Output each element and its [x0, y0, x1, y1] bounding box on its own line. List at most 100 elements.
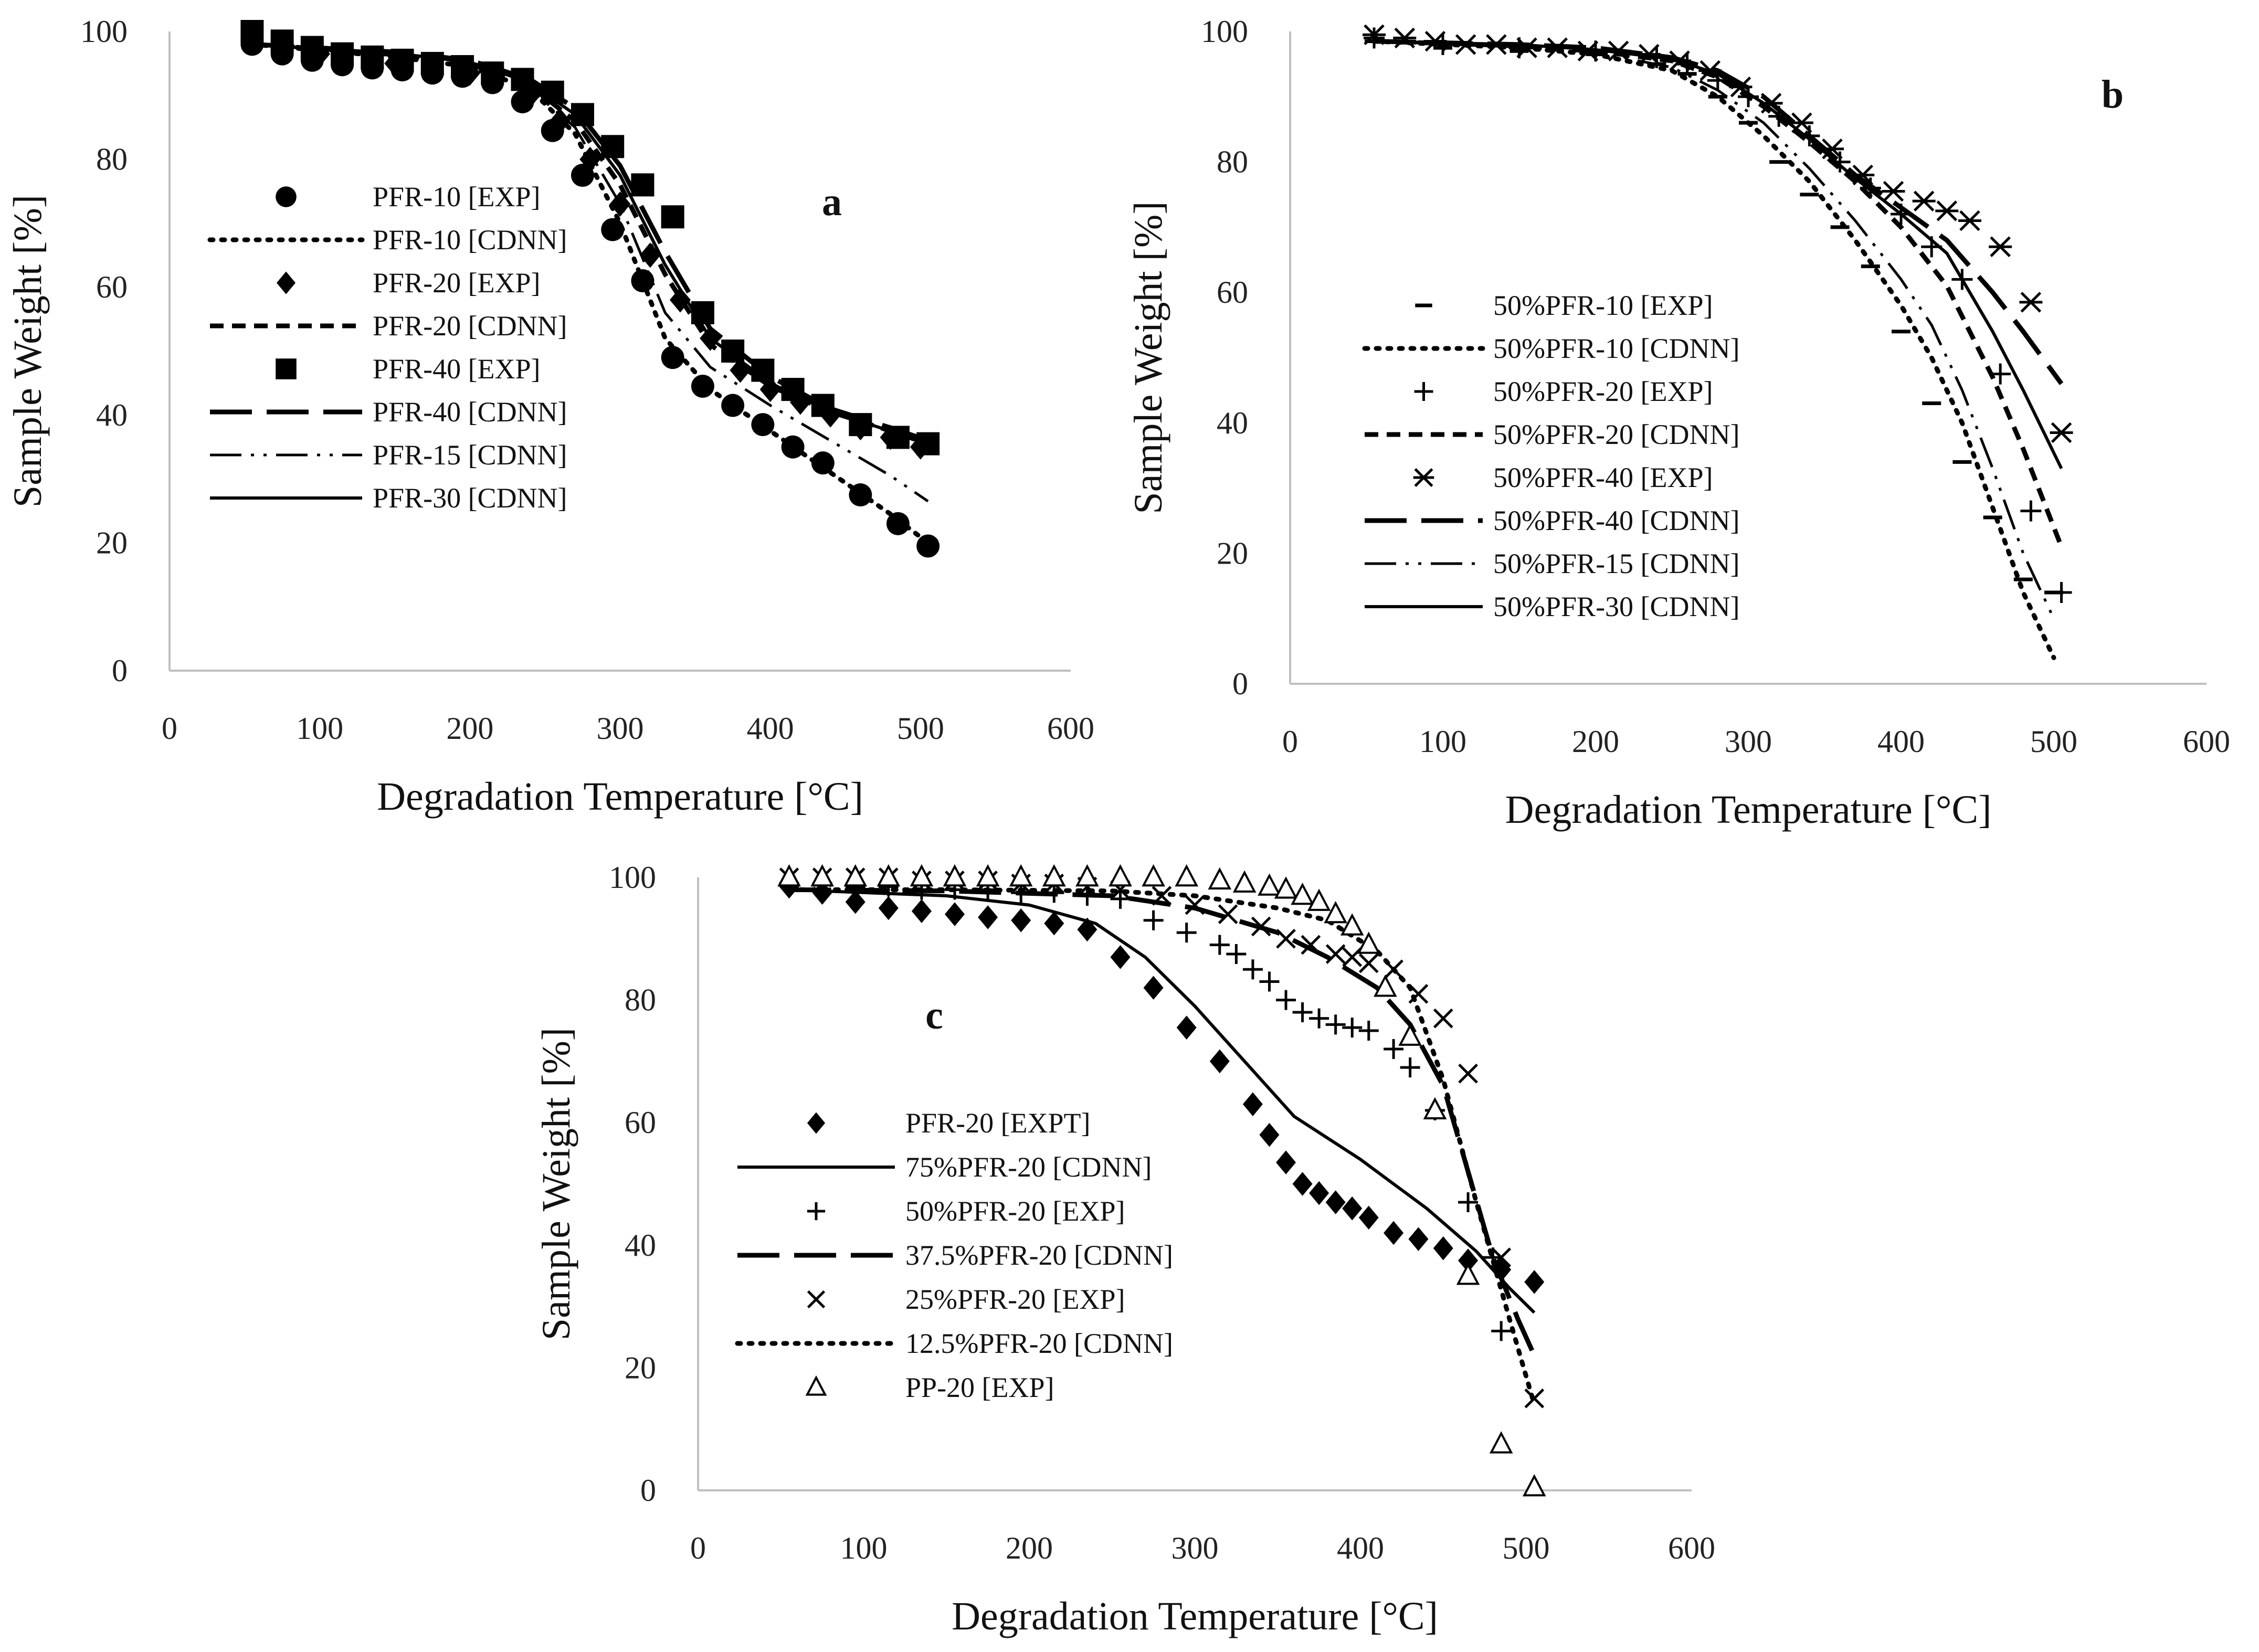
data-point	[916, 534, 940, 558]
data-point	[1729, 76, 1753, 98]
legend-label: PFR-30 [CDNN]	[373, 482, 567, 514]
legend-swatch	[1413, 468, 1434, 487]
y-tick-label: 100	[80, 14, 128, 49]
x-tick-label: 600	[1047, 711, 1094, 746]
data-point	[571, 103, 594, 126]
x-tick-label: 0	[690, 1531, 706, 1565]
data-point	[1423, 1097, 1447, 1120]
legend-label: 75%PFR-20 [CDNN]	[905, 1151, 1152, 1183]
data-point	[1393, 27, 1417, 49]
y-tick-label: 40	[96, 398, 128, 432]
data-point	[1324, 901, 1347, 924]
y-tick-label: 100	[609, 860, 656, 895]
data-point	[1454, 34, 1477, 55]
series-markers-2	[779, 873, 1512, 1341]
data-point	[1276, 990, 1296, 1010]
data-point	[1276, 1150, 1296, 1174]
data-point	[1668, 50, 1692, 71]
data-point	[1276, 928, 1296, 949]
data-point	[877, 864, 901, 887]
legend-label: PFR-10 [CDNN]	[373, 224, 567, 256]
legend-swatch	[807, 1112, 826, 1134]
legend-label: 12.5%PFR-20 [CDNN]	[905, 1328, 1173, 1359]
data-point	[1432, 34, 1453, 55]
data-point	[943, 864, 967, 887]
data-point	[661, 205, 684, 229]
legend-swatch	[807, 1202, 826, 1221]
data-point	[1258, 873, 1281, 896]
data-point	[639, 242, 661, 268]
legend-swatch	[276, 358, 297, 379]
data-point	[601, 218, 625, 241]
data-point	[1044, 911, 1064, 936]
series-markers-4	[240, 20, 940, 456]
data-point	[1891, 204, 1912, 225]
series-markers-2	[1364, 27, 2072, 603]
data-point	[1989, 236, 2012, 257]
series-line-5	[787, 887, 1537, 1407]
data-point	[1077, 886, 1097, 906]
chart-panel-a: 0 100 200 300 400 500 600 0 20 40 60 80 100 Degradati…	[6, 14, 1094, 819]
data-point	[1309, 1008, 1329, 1029]
data-point	[1209, 935, 1230, 955]
y-tick-label: 60	[1217, 275, 1248, 310]
legend-label: PP-20 [EXP]	[905, 1372, 1054, 1403]
x-axis-title: Degradation Temperature [°C]	[377, 775, 863, 819]
x-tick-label: 100	[1419, 724, 1466, 759]
x-tick-label: 0	[1282, 724, 1298, 759]
data-point	[2051, 581, 2072, 603]
data-point	[811, 394, 835, 417]
y-tick-label: 40	[1217, 406, 1248, 440]
x-tick-label: 300	[1725, 724, 1772, 759]
legend: PFR-10 [EXP] PFR-10 [CDNN] PFR-20 [EXP] PFR…	[207, 181, 567, 514]
series-line-3	[789, 887, 1537, 1357]
data-point	[1358, 953, 1379, 973]
data-point	[1077, 917, 1097, 942]
data-point	[1009, 864, 1033, 887]
x-tick-label: 600	[2183, 724, 2230, 759]
data-point	[481, 61, 504, 85]
y-tick-label: 0	[112, 653, 128, 688]
data-point	[1242, 959, 1263, 980]
series-line-3	[1374, 39, 2064, 548]
y-tick-label: 20	[96, 525, 128, 560]
panel-label: c	[925, 993, 943, 1037]
data-point	[1251, 916, 1271, 937]
data-point	[691, 374, 714, 398]
data-point	[550, 108, 571, 134]
x-tick-label: 200	[1572, 724, 1619, 759]
data-point	[1342, 1196, 1363, 1221]
data-point	[1292, 1002, 1313, 1022]
y-tick-label: 0	[1232, 666, 1248, 701]
data-point	[1363, 24, 1386, 45]
data-point	[1259, 971, 1280, 992]
legend-label: 25%PFR-20 [EXP]	[905, 1284, 1125, 1315]
data-point	[759, 377, 781, 403]
legend-label: 50%PFR-20 [EXP]	[1493, 376, 1713, 407]
data-point	[1292, 1172, 1313, 1196]
data-point	[721, 394, 745, 417]
x-tick-label: 500	[897, 711, 944, 746]
data-point	[751, 358, 775, 382]
data-point	[1456, 1263, 1480, 1285]
legend: PFR-20 [EXPT] 75%PFR-20 [CDNN] 50%PFR-20 […	[735, 1107, 1173, 1403]
data-point	[1707, 70, 1728, 91]
data-point	[1384, 1039, 1404, 1060]
data-point	[1676, 54, 1698, 75]
y-tick-label: 20	[1217, 536, 1248, 570]
legend-label: PFR-40 [CDNN]	[373, 396, 567, 428]
data-point	[691, 301, 714, 324]
data-point	[1398, 1023, 1422, 1046]
data-point	[1384, 1221, 1404, 1245]
data-point	[2050, 422, 2073, 443]
data-point	[1491, 1247, 1512, 1268]
data-point	[911, 899, 932, 924]
data-point	[1646, 47, 1667, 68]
data-point	[978, 905, 998, 929]
data-point	[661, 346, 684, 369]
data-point	[1325, 944, 1346, 964]
y-tick-label: 0	[640, 1473, 656, 1508]
y-tick-label: 80	[96, 142, 128, 177]
series-line-1	[1371, 39, 2056, 660]
